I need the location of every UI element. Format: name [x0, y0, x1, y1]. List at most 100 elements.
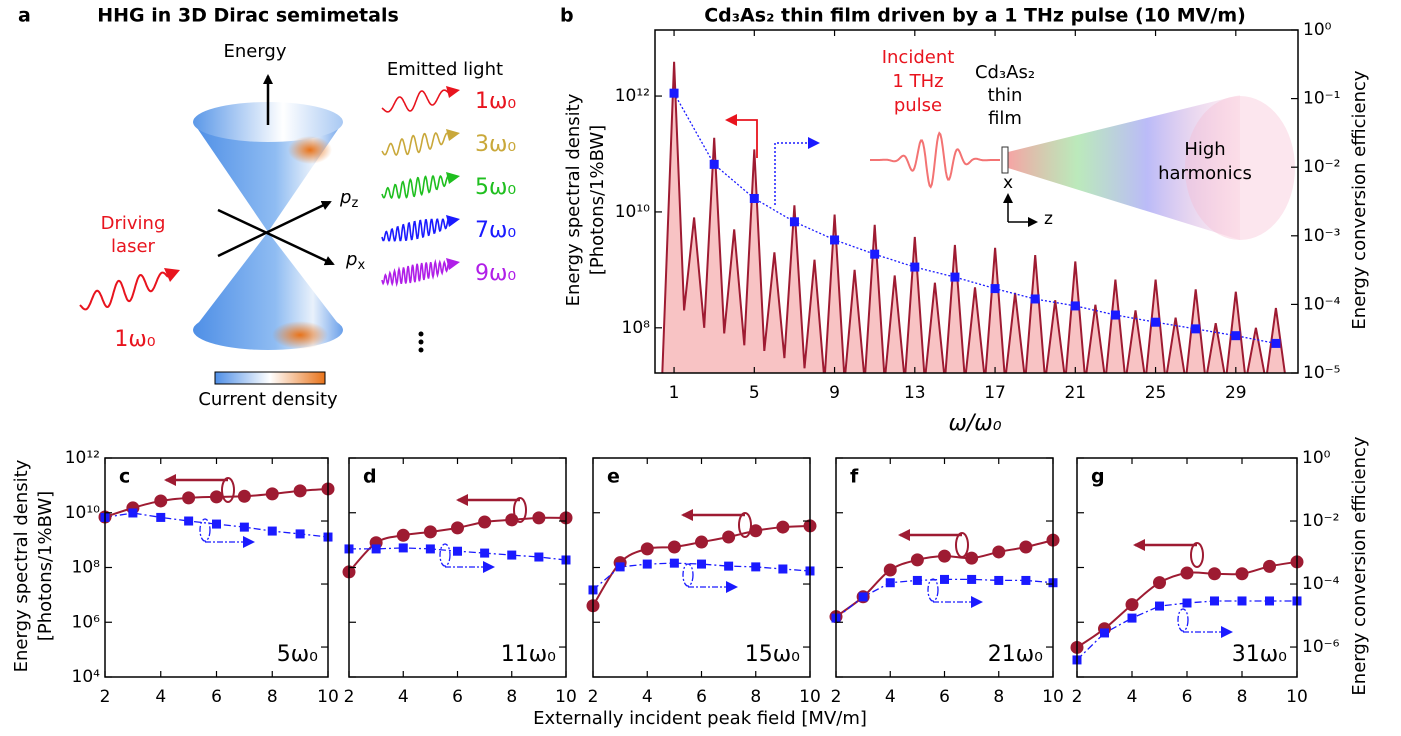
marker — [1180, 566, 1194, 580]
marker — [910, 262, 920, 272]
x-tick-label: 6 — [452, 687, 463, 707]
arrow-head — [446, 129, 460, 141]
x-tick-label: 5 — [749, 383, 760, 403]
x-tick-label: 2 — [1072, 687, 1083, 707]
panel-letter: f — [850, 466, 859, 488]
marker — [295, 529, 305, 539]
marker — [396, 528, 410, 542]
y-tick-label: 10⁶ — [72, 612, 101, 632]
x-axis-label: Externally incident peak field [MV/m] — [533, 708, 867, 729]
panel-letter: c — [119, 466, 130, 488]
panel-letter: d — [363, 466, 377, 488]
marker — [789, 217, 799, 227]
arrow-head — [446, 86, 460, 98]
marker — [749, 524, 763, 538]
marker — [128, 508, 138, 518]
y2-tick-label: 10⁻⁴ — [1302, 574, 1340, 594]
marker — [695, 535, 708, 549]
marker — [667, 540, 681, 554]
harmonic-label: 11ω₀ — [501, 642, 556, 667]
x-tick-label: 8 — [993, 687, 1004, 707]
loop — [682, 563, 694, 587]
marker — [751, 562, 761, 572]
driving-wave — [79, 271, 169, 311]
marker — [940, 574, 949, 584]
panel-letter: b — [560, 5, 574, 27]
loop — [955, 532, 969, 558]
y2-tick-label: 10⁻⁵ — [1303, 363, 1340, 383]
marker — [1263, 559, 1276, 573]
marker — [669, 88, 679, 98]
harmonic-label: 1ω₀ — [475, 89, 516, 114]
x-tick-label: 2 — [100, 687, 111, 707]
marker — [532, 511, 546, 525]
marker — [870, 249, 880, 259]
label: laser — [111, 236, 155, 257]
marker — [1237, 596, 1247, 606]
marker — [722, 530, 736, 544]
plot-area — [661, 61, 1296, 373]
marker — [371, 544, 381, 554]
y-tick-label: 10¹² — [65, 448, 100, 468]
annotation: Incident — [882, 47, 955, 68]
loop — [927, 578, 939, 602]
x-tick-label: 10 — [1286, 687, 1308, 707]
marker — [478, 515, 492, 529]
marker — [776, 520, 790, 534]
loop — [439, 543, 451, 567]
frame — [654, 29, 1299, 374]
loop — [1190, 542, 1204, 568]
marker — [453, 546, 462, 556]
marker — [480, 548, 490, 558]
y2-tick-label: 10⁻² — [1303, 157, 1340, 177]
marker — [858, 592, 868, 602]
x-tick-label: 6 — [939, 687, 950, 707]
x-tick-label: 4 — [642, 687, 653, 707]
marker — [182, 491, 196, 505]
arrow-head — [446, 172, 460, 184]
loop — [513, 497, 527, 523]
marker — [709, 159, 719, 169]
x-tick-label: 8 — [750, 687, 761, 707]
panel-letter: a — [18, 5, 31, 27]
loop — [1177, 608, 1189, 632]
marker — [967, 574, 977, 584]
marker — [1021, 575, 1031, 585]
marker — [267, 526, 277, 536]
line — [1077, 600, 1297, 661]
marker — [640, 542, 654, 556]
marker — [212, 519, 221, 529]
emitted-wave — [381, 174, 451, 200]
annotation: film — [988, 108, 1022, 129]
marker — [1191, 324, 1201, 334]
arrow-head — [446, 258, 460, 270]
y2-tick-label: 10⁻⁶ — [1302, 637, 1340, 657]
y-tick-label: 10¹⁰ — [65, 503, 100, 523]
marker — [293, 484, 307, 498]
marker — [642, 559, 652, 569]
x-tick-label: 10 — [317, 687, 339, 707]
line — [673, 92, 1277, 345]
x-tick-label: 2 — [344, 687, 355, 707]
marker — [425, 544, 435, 554]
x-tick-label: 6 — [211, 687, 222, 707]
x-tick-label: 4 — [885, 687, 896, 707]
arrow-head — [164, 268, 180, 282]
x-tick-label: 10 — [555, 687, 577, 707]
emitted-wave — [381, 218, 451, 242]
marker — [1153, 576, 1166, 590]
marker — [1208, 567, 1221, 581]
marker — [1100, 628, 1109, 638]
harmonic-label: 7ω₀ — [475, 218, 516, 243]
loop — [199, 518, 211, 542]
marker — [615, 562, 625, 572]
panel-title: HHG in 3D Dirac semimetals — [97, 5, 399, 27]
annotation: z — [1044, 209, 1053, 229]
marker — [1271, 338, 1281, 348]
panel-letter: e — [607, 466, 620, 488]
x-tick-label: 9 — [829, 383, 840, 403]
marker — [830, 235, 840, 245]
x-tick-label: 4 — [1127, 687, 1138, 707]
y-tick-label: 10⁸ — [72, 558, 101, 578]
marker — [1110, 310, 1120, 320]
